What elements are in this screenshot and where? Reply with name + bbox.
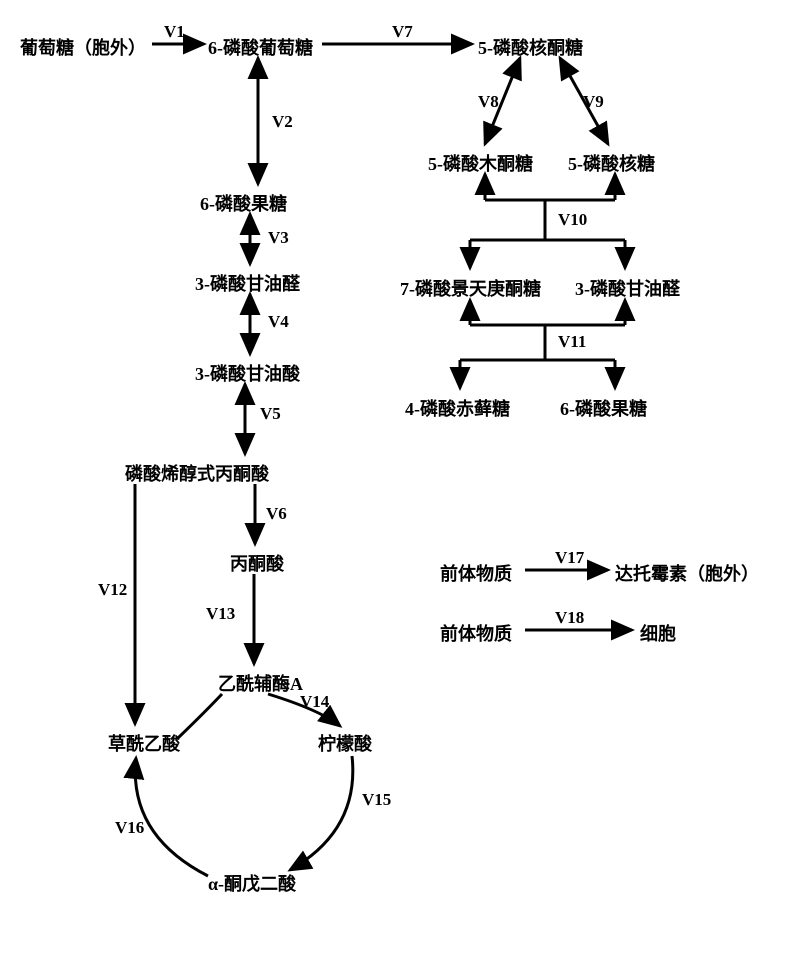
- arrows-svg: [0, 0, 800, 955]
